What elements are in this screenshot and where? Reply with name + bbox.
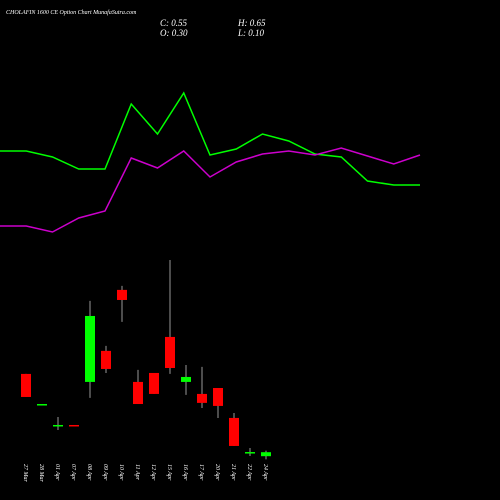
candle-body [261,452,271,457]
ohlc-label: H: 0.65 [237,18,266,28]
x-tick-label: 08 Apr [86,464,92,481]
candle-body [245,452,255,454]
overlay-line [0,91,420,186]
candle-body [197,393,207,403]
x-tick-label: 11 Apr [134,464,140,481]
chart-title: CHOLAFIN 1600 CE Option Chart MunafaSutr… [6,9,137,16]
x-tick-label: 15 Apr [166,464,172,481]
x-tick-label: 17 Apr [198,464,204,481]
ohlc-label: O: 0.30 [160,28,188,38]
candle-body [37,404,47,406]
candle-body [21,373,31,397]
x-tick-label: 16 Apr [182,464,188,481]
x-tick-label: 27 Mar [22,464,28,482]
candle-body [181,376,191,382]
ohlc-label: C: 0.55 [160,18,188,28]
candle-body [149,372,159,394]
candle-body [117,289,127,300]
candle-body [133,381,143,405]
x-tick-label: 09 Apr [102,464,108,481]
candle-body [85,315,95,382]
overlay-line [0,147,421,233]
candle-body [213,388,223,406]
candle-body [229,417,239,446]
x-tick-label: 01 Apr [54,464,60,481]
x-tick-label: 10 Apr [118,464,124,481]
x-tick-label: 22 Apr [246,464,252,481]
candle-body [53,424,63,427]
candle-body [69,424,79,427]
ohlc-label: L: 0.10 [237,28,265,38]
x-tick-label: 20 Apr [214,464,220,481]
x-tick-label: 07 Apr [70,464,76,481]
candle-body [101,350,111,369]
x-tick-label: 28 Mar [38,464,44,482]
x-tick-label: 12 Apr [150,464,156,481]
candle-body [165,336,175,368]
x-tick-label: 24 Apr [262,464,269,481]
x-tick-label: 21 Apr [230,464,236,481]
